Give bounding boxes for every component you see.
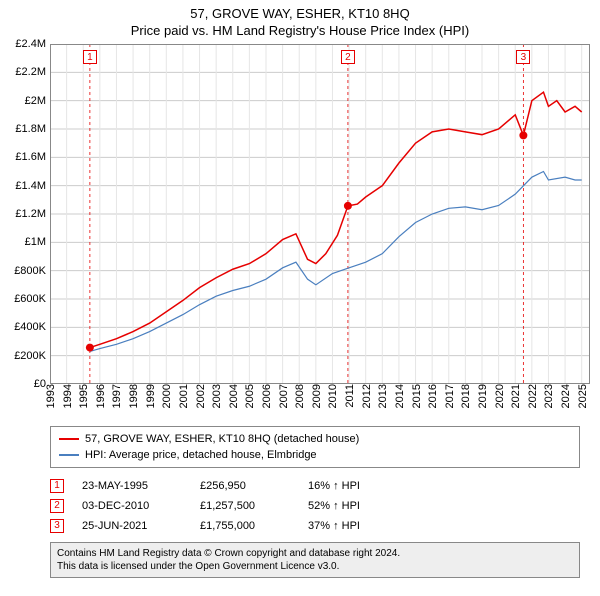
x-axis-label: 2014 bbox=[392, 384, 406, 408]
y-axis-label: £2.2M bbox=[15, 66, 50, 78]
y-axis-label: £800K bbox=[14, 265, 50, 277]
event-badge: 1 bbox=[50, 479, 64, 493]
x-axis-label: 2012 bbox=[359, 384, 373, 408]
x-axis-label: 2008 bbox=[292, 384, 306, 408]
x-axis-label: 2020 bbox=[492, 384, 506, 408]
x-axis-label: 2011 bbox=[342, 384, 356, 408]
x-axis-label: 2017 bbox=[442, 384, 456, 408]
legend-label: 57, GROVE WAY, ESHER, KT10 8HQ (detached… bbox=[85, 431, 359, 447]
event-delta: 16% ↑ HPI bbox=[308, 476, 360, 496]
x-axis-label: 2015 bbox=[409, 384, 423, 408]
event-row: 2 03-DEC-2010 £1,257,500 52% ↑ HPI bbox=[50, 496, 580, 516]
event-price: £1,257,500 bbox=[200, 496, 290, 516]
x-axis-label: 1998 bbox=[126, 384, 140, 408]
event-list: 1 23-MAY-1995 £256,950 16% ↑ HPI 2 03-DEC-201… bbox=[50, 476, 580, 536]
y-axis-label: £2.4M bbox=[15, 38, 50, 50]
event-date: 23-MAY-1995 bbox=[82, 476, 182, 496]
x-axis-label: 2002 bbox=[193, 384, 207, 408]
event-price: £256,950 bbox=[200, 476, 290, 496]
y-axis-label: £1.8M bbox=[15, 123, 50, 135]
y-axis-label: £600K bbox=[14, 293, 50, 305]
x-axis-label: 2007 bbox=[276, 384, 290, 408]
event-price: £1,755,000 bbox=[200, 516, 290, 536]
x-axis-label: 2023 bbox=[541, 384, 555, 408]
x-axis-label: 2003 bbox=[209, 384, 223, 408]
event-delta: 52% ↑ HPI bbox=[308, 496, 360, 516]
y-axis-label: £1.6M bbox=[15, 151, 50, 163]
x-axis-label: 2009 bbox=[309, 384, 323, 408]
x-axis-label: 2024 bbox=[558, 384, 572, 408]
x-axis-label: 2006 bbox=[259, 384, 273, 408]
event-date: 25-JUN-2021 bbox=[82, 516, 182, 536]
x-axis-label: 2010 bbox=[325, 384, 339, 408]
x-axis-label: 2013 bbox=[375, 384, 389, 408]
legend-item: 57, GROVE WAY, ESHER, KT10 8HQ (detached… bbox=[59, 431, 571, 447]
y-axis-label: £1.2M bbox=[15, 208, 50, 220]
x-axis-label: 1999 bbox=[143, 384, 157, 408]
x-axis-label: 1993 bbox=[43, 384, 57, 408]
x-axis-label: 2000 bbox=[159, 384, 173, 408]
y-axis-label: £2M bbox=[25, 95, 50, 107]
x-axis-label: 2021 bbox=[508, 384, 522, 408]
x-axis-label: 2001 bbox=[176, 384, 190, 408]
legend-item: HPI: Average price, detached house, Elmb… bbox=[59, 447, 571, 463]
x-axis-label: 1994 bbox=[60, 384, 74, 408]
event-badge: 2 bbox=[50, 499, 64, 513]
x-axis-label: 1995 bbox=[76, 384, 90, 408]
event-row: 1 23-MAY-1995 £256,950 16% ↑ HPI bbox=[50, 476, 580, 496]
x-axis-label: 2022 bbox=[525, 384, 539, 408]
event-date: 03-DEC-2010 bbox=[82, 496, 182, 516]
chart-container: 57, GROVE WAY, ESHER, KT10 8HQ Price pai… bbox=[0, 6, 600, 596]
chart-marker-badge: 1 bbox=[83, 50, 97, 64]
y-axis-label: £400K bbox=[14, 321, 50, 333]
x-axis-label: 2004 bbox=[226, 384, 240, 408]
legend: 57, GROVE WAY, ESHER, KT10 8HQ (detached… bbox=[50, 426, 580, 468]
y-axis-label: £200K bbox=[14, 350, 50, 362]
chart-marker-badge: 3 bbox=[516, 50, 530, 64]
chart-svg bbox=[50, 44, 590, 384]
footer-note: Contains HM Land Registry data © Crown c… bbox=[50, 542, 580, 578]
legend-swatch bbox=[59, 454, 79, 456]
event-row: 3 25-JUN-2021 £1,755,000 37% ↑ HPI bbox=[50, 516, 580, 536]
chart-subtitle: Price paid vs. HM Land Registry's House … bbox=[0, 23, 600, 38]
x-axis-label: 2016 bbox=[425, 384, 439, 408]
x-axis-label: 1996 bbox=[93, 384, 107, 408]
legend-label: HPI: Average price, detached house, Elmb… bbox=[85, 447, 317, 463]
chart-title: 57, GROVE WAY, ESHER, KT10 8HQ bbox=[0, 6, 600, 21]
x-axis-label: 2025 bbox=[575, 384, 589, 408]
x-axis-label: 2005 bbox=[242, 384, 256, 408]
event-badge: 3 bbox=[50, 519, 64, 533]
x-axis-label: 2019 bbox=[475, 384, 489, 408]
legend-swatch bbox=[59, 438, 79, 440]
y-axis-label: £1M bbox=[25, 236, 50, 248]
chart-marker-badge: 2 bbox=[341, 50, 355, 64]
event-delta: 37% ↑ HPI bbox=[308, 516, 360, 536]
chart-area: £0£200K£400K£600K£800K£1M£1.2M£1.4M£1.6M… bbox=[50, 44, 590, 384]
y-axis-label: £1.4M bbox=[15, 180, 50, 192]
footer-line2: This data is licensed under the Open Gov… bbox=[57, 560, 573, 573]
footer-line1: Contains HM Land Registry data © Crown c… bbox=[57, 547, 573, 560]
x-axis-label: 2018 bbox=[458, 384, 472, 408]
x-axis-label: 1997 bbox=[109, 384, 123, 408]
